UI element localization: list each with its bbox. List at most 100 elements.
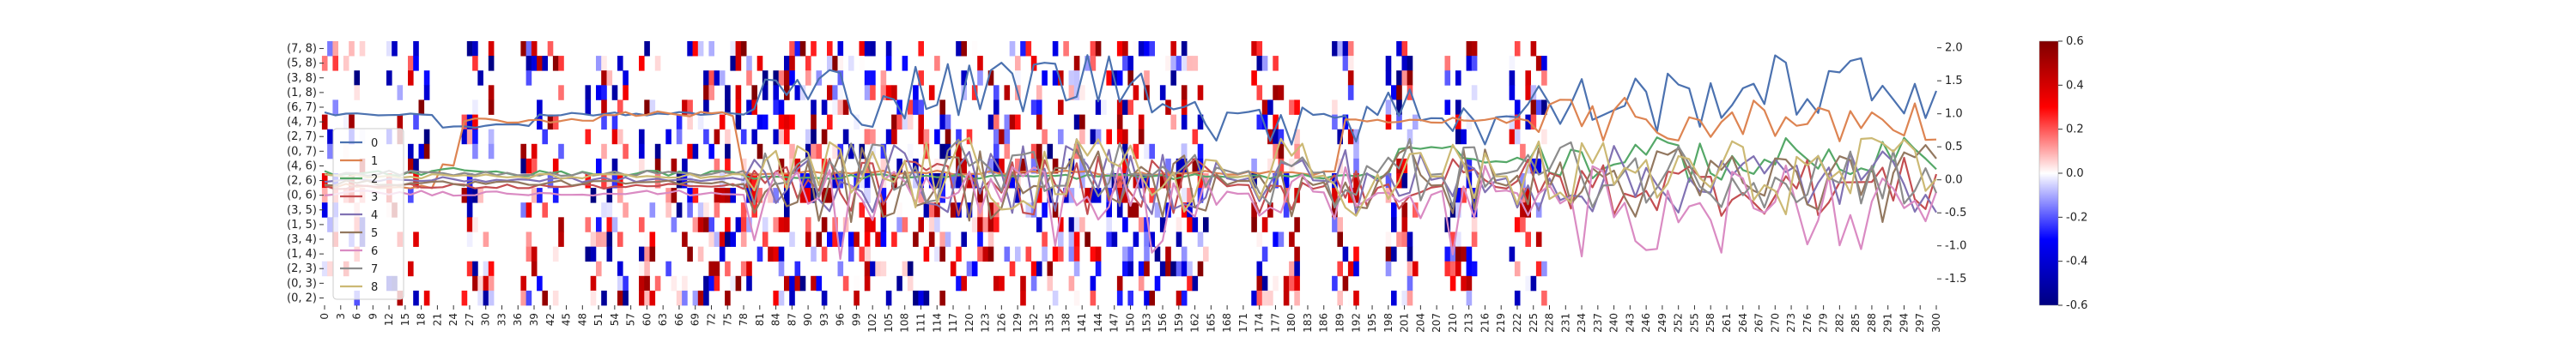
heatmap-cell bbox=[466, 202, 473, 218]
heatmap-cell bbox=[784, 129, 790, 145]
heatmap-cell bbox=[719, 114, 726, 130]
heatmap-cell bbox=[1170, 70, 1176, 86]
heatmap-cell bbox=[885, 85, 892, 100]
heatmap-cell bbox=[1461, 188, 1467, 203]
heatmap-cell bbox=[623, 85, 629, 100]
heatmap-cell bbox=[1273, 143, 1279, 159]
heatmap-cell bbox=[945, 114, 951, 130]
heatmap-cell bbox=[1541, 129, 1547, 145]
heatmap-cell bbox=[1073, 246, 1080, 262]
heatmap-cell bbox=[1106, 70, 1112, 86]
heatmap-cell bbox=[993, 85, 999, 100]
right-tick-label: 0.5 bbox=[1945, 141, 1963, 153]
heatmap-cell bbox=[1149, 290, 1155, 306]
heatmap-cell bbox=[703, 290, 709, 306]
x-tick-label: 171 bbox=[1237, 313, 1249, 333]
heatmap-cell bbox=[461, 290, 468, 306]
legend-label: 8 bbox=[371, 281, 378, 294]
heatmap-cell bbox=[923, 129, 930, 145]
heatmap-cell bbox=[1401, 70, 1408, 86]
heatmap-cell bbox=[1030, 56, 1037, 71]
heatmap-cell bbox=[896, 202, 902, 218]
heatmap-cell bbox=[1197, 158, 1204, 174]
heatmap-cell bbox=[928, 232, 935, 247]
heatmap-cell bbox=[1095, 246, 1102, 262]
heatmap-cell bbox=[1187, 202, 1193, 218]
heatmap-cell bbox=[1052, 158, 1059, 174]
heatmap-cell bbox=[1391, 290, 1397, 306]
heatmap-cell bbox=[596, 261, 602, 277]
heatmap-cell bbox=[359, 41, 366, 57]
heatmap-cell bbox=[1042, 129, 1048, 145]
heatmap-cell bbox=[816, 275, 823, 292]
x-tick-label: 150 bbox=[1125, 313, 1137, 333]
heatmap-cell bbox=[714, 232, 720, 247]
heatmap-cell bbox=[1090, 275, 1097, 292]
heatmap-cell bbox=[993, 114, 999, 130]
heatmap-cell bbox=[537, 114, 543, 130]
heatmap-cell bbox=[687, 202, 693, 218]
heatmap-cell bbox=[1025, 41, 1032, 57]
legend-label: 5 bbox=[371, 227, 378, 240]
heatmap-cell bbox=[816, 232, 823, 247]
heatmap-cell bbox=[945, 129, 951, 145]
heatmap-cell bbox=[756, 56, 763, 71]
x-tick-label: 12 bbox=[383, 313, 395, 326]
heatmap-cell bbox=[1122, 41, 1128, 57]
heatmap-cell bbox=[1396, 232, 1402, 247]
heatmap-cell bbox=[977, 188, 983, 203]
heatmap-cell bbox=[1289, 261, 1295, 277]
heatmap-cell bbox=[1176, 261, 1182, 277]
x-tick-label: 231 bbox=[1559, 313, 1571, 333]
heatmap-cell bbox=[617, 129, 623, 145]
heatmap-cell bbox=[773, 188, 779, 203]
heatmap-cell bbox=[1406, 275, 1413, 292]
heatmap-cell bbox=[1203, 246, 1209, 262]
heatmap-cell bbox=[854, 290, 860, 306]
heatmap-cell bbox=[1009, 41, 1016, 57]
heatmap-cell bbox=[913, 290, 919, 306]
heatmap-cell bbox=[1391, 202, 1397, 218]
heatmap-cell bbox=[1353, 129, 1359, 145]
heatmap-cell bbox=[1514, 217, 1521, 232]
heatmap-cell bbox=[413, 232, 419, 247]
heatmap-cell bbox=[692, 217, 699, 232]
x-tick-label: 147 bbox=[1109, 313, 1121, 333]
heatmap-cell bbox=[590, 232, 597, 247]
heatmap-cell bbox=[1090, 41, 1097, 57]
heatmap-cell bbox=[918, 290, 924, 306]
x-tick-label: 225 bbox=[1528, 313, 1540, 333]
heatmap-cell bbox=[321, 202, 328, 218]
heatmap-cell bbox=[542, 56, 548, 71]
heatmap-cell bbox=[842, 99, 849, 115]
heatmap-cell bbox=[1294, 275, 1300, 292]
heatmap-cell bbox=[1122, 217, 1128, 232]
heatmap-cell bbox=[950, 261, 957, 277]
heatmap-cell bbox=[1030, 275, 1037, 292]
heatmap-cell bbox=[891, 232, 897, 247]
heatmap-cell bbox=[811, 143, 817, 159]
colorbar-tick-label: 0.6 bbox=[2066, 35, 2084, 48]
heatmap-cell bbox=[423, 143, 430, 159]
heatmap-cell bbox=[902, 217, 908, 232]
heatmap-cell bbox=[483, 275, 489, 292]
x-tick-label: 192 bbox=[1350, 313, 1362, 333]
heatmap-cell bbox=[832, 232, 838, 247]
y-tick-label: (0, 2) bbox=[287, 292, 317, 304]
heatmap-cell bbox=[1509, 85, 1516, 100]
y-tick-label: (0, 7) bbox=[287, 145, 317, 158]
heatmap-cell bbox=[1127, 143, 1133, 159]
heatmap-cell bbox=[805, 188, 811, 203]
heatmap-cell bbox=[611, 217, 618, 232]
heatmap-cell bbox=[1004, 85, 1011, 100]
heatmap-cell bbox=[725, 85, 731, 100]
heatmap-cell bbox=[1294, 217, 1300, 232]
heatmap-cell bbox=[1273, 129, 1279, 145]
heatmap-cell bbox=[1187, 275, 1193, 292]
heatmap-cell bbox=[880, 188, 887, 203]
heatmap-cell bbox=[1530, 85, 1537, 100]
heatmap-cell bbox=[913, 232, 919, 247]
heatmap-cell bbox=[1090, 246, 1097, 262]
heatmap-cell bbox=[961, 232, 967, 247]
heatmap-cell bbox=[1154, 246, 1161, 262]
